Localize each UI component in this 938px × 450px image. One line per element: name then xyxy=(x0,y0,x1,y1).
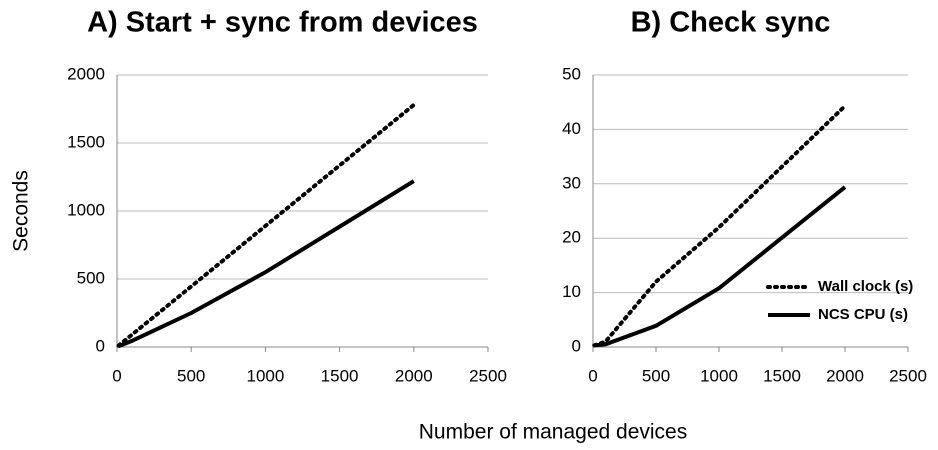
y-tick-label: 30 xyxy=(562,173,581,192)
x-tick-label: 1000 xyxy=(246,366,284,385)
x-tick-label: 1500 xyxy=(321,366,359,385)
x-tick-label: 2500 xyxy=(469,366,507,385)
legend-label: NCS CPU (s) xyxy=(818,306,908,323)
x-tick-label: 1500 xyxy=(763,366,801,385)
y-tick-label: 50 xyxy=(562,64,581,83)
y-tick-label: 1500 xyxy=(67,132,105,151)
line-series xyxy=(117,179,415,349)
chart-title: B) Check sync xyxy=(631,7,831,39)
x-tick-label: 0 xyxy=(112,366,121,385)
legend-label: Wall clock (s) xyxy=(818,278,913,295)
y-tick-label: 0 xyxy=(96,336,105,355)
chart-title: A) Start + sync from devices xyxy=(87,7,478,39)
x-tick-label: 2000 xyxy=(395,366,433,385)
y-tick-label: 0 xyxy=(572,336,581,355)
x-tick-label: 2000 xyxy=(826,366,864,385)
y-tick-label: 2000 xyxy=(67,64,105,83)
y-axis-label: Seconds xyxy=(10,170,33,252)
line-series xyxy=(594,185,847,348)
y-tick-label: 20 xyxy=(562,228,581,247)
y-tick-label: 10 xyxy=(562,282,581,301)
x-tick-label: 0 xyxy=(588,366,597,385)
y-tick-label: 1000 xyxy=(67,200,105,219)
y-tick-label: 40 xyxy=(562,119,581,138)
x-tick-label: 1000 xyxy=(700,366,738,385)
x-tick-label: 2500 xyxy=(889,366,927,385)
y-tick-label: 500 xyxy=(77,268,105,287)
x-tick-label: 500 xyxy=(642,366,670,385)
line-series xyxy=(116,102,416,348)
x-tick-label: 500 xyxy=(177,366,205,385)
line-series xyxy=(592,104,847,348)
x-axis-label: Number of managed devices xyxy=(419,421,687,444)
